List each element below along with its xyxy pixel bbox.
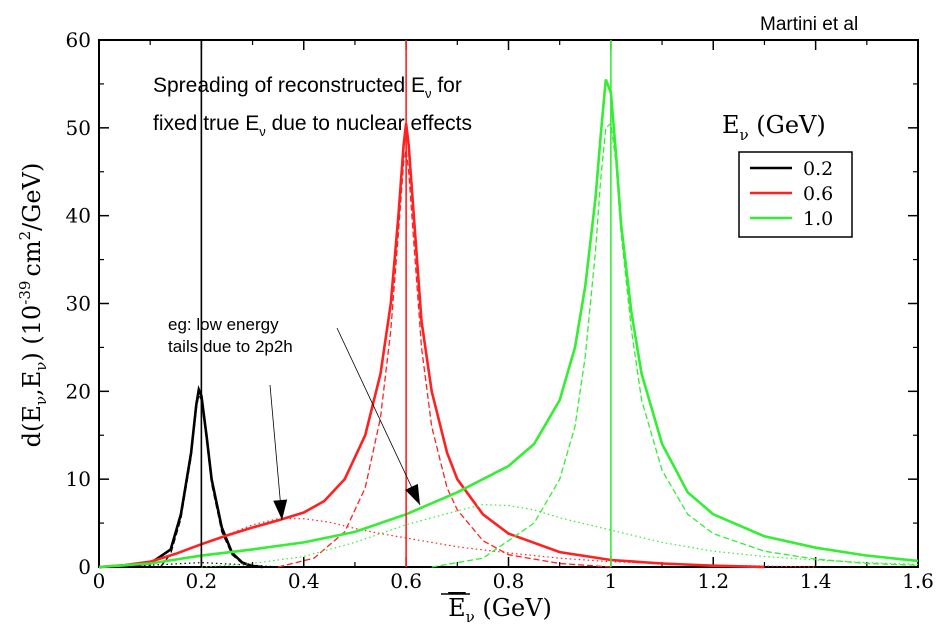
tails-annotation-line-1: eg: low energy [168,315,279,334]
y-tick-label: 20 [66,379,91,403]
legend-entries: 0.2 0.6 1.0 [750,158,833,230]
annotation-arrows [269,327,421,521]
x-tick-label: 1.6 [902,569,934,593]
x-tick-label: 0.6 [390,569,422,593]
plot-area [98,79,919,569]
credit-text: Martini et al [760,14,858,35]
y-tick-label: 30 [66,292,91,316]
x-tick-label: 1.4 [800,569,832,593]
legend-box [738,151,853,238]
y-tick-label: 10 [66,467,91,491]
series-1.0-total-curve [98,79,919,569]
legend-label-0.2: 0.2 [803,158,833,180]
x-tick-label: 0 [93,569,106,593]
series-1.0-qe-curve [431,122,919,568]
true-energy-lines [200,40,612,567]
y-tick-label: 0 [78,555,91,579]
series-0.2-total-curve [98,385,263,569]
x-tick-label: 0.2 [185,569,217,593]
tails-annotation-line-2: tails due to 2p2h [168,337,293,356]
series-1.0-np-curve [201,503,919,568]
y-tick-label: 40 [66,204,91,228]
legend-label-1.0: 1.0 [803,208,833,230]
y-tick-label: 50 [66,116,91,140]
tails-arrow-left-head [273,499,288,520]
y-tick-label: 60 [66,28,91,52]
annotation-line-1: Spreading of reconstructed Eν for [153,74,462,101]
legend-title: Eν (GeV) [722,111,826,144]
tails-arrow-right-shaft [336,327,421,506]
x-axis-label: Eν (GeV) [448,594,552,626]
x-tick-label: 1 [605,569,618,593]
x-tick-label: 0.8 [493,569,525,593]
series-0.6-qe-curve [278,149,611,568]
x-tick-label: 0.4 [288,569,320,593]
legend-label-0.6: 0.6 [803,183,833,205]
series-0.6-total-curve [98,123,765,569]
tails-arrow-right-head [405,483,420,505]
x-tick-label: 1.2 [697,569,729,593]
annotation-line-2: fixed true Eν due to nuclear effects [153,112,472,139]
tails-arrow-left-shaft [269,384,283,521]
y-axis-label: d(Eν,Eν) (10-39cm2/GeV) [16,163,50,448]
